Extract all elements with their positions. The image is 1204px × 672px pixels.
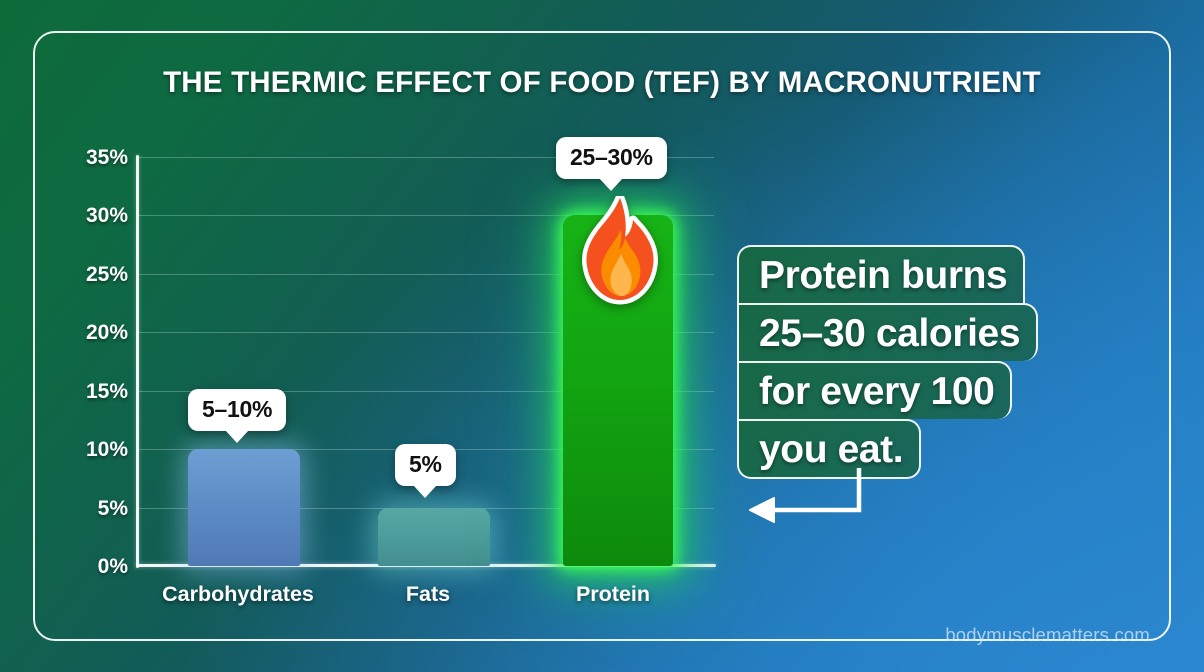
annotation-line-1: Protein burns — [737, 245, 1026, 303]
x-label-fats: Fats — [405, 582, 451, 606]
gridline-20 — [138, 332, 714, 333]
y-tick-30: 30% — [85, 204, 128, 227]
callout-protein: 25–30% — [556, 137, 667, 179]
y-tick-15: 15% — [85, 380, 128, 403]
bar-carbohydrates[interactable] — [188, 449, 300, 566]
gridline-15 — [138, 391, 714, 392]
flame-icon — [582, 196, 658, 305]
elbow-arrow-icon — [749, 468, 862, 523]
x-label-protein: Protein — [575, 582, 651, 606]
y-axis-line — [136, 155, 139, 568]
annotation-line-3: for every 100 — [737, 361, 1013, 419]
annotation-line-4: you eat. — [737, 419, 922, 479]
y-tick-0: 0% — [97, 555, 128, 578]
annotation-callout: Protein burns 25–30 calories for every 1… — [737, 245, 1117, 479]
page-title: THE THERMIC EFFECT OF FOOD (TEF) BY MACR… — [163, 66, 1041, 99]
y-tick-25: 25% — [85, 263, 128, 286]
gridline-25 — [138, 274, 714, 275]
y-tick-10: 10% — [85, 438, 128, 461]
callout-carbohydrates: 5–10% — [188, 389, 287, 431]
y-tick-35: 35% — [85, 146, 128, 169]
bar-fats[interactable] — [378, 507, 490, 566]
y-tick-5: 5% — [97, 497, 128, 520]
y-tick-20: 20% — [85, 321, 128, 344]
callout-fats: 5% — [395, 444, 456, 486]
annotation-line-2: 25–30 calories — [737, 303, 1039, 361]
watermark: bodymusclematters.com — [945, 624, 1150, 645]
x-label-carbohydrates: Carbohydrates — [162, 582, 314, 606]
gridline-35 — [138, 157, 714, 158]
gridline-30 — [138, 215, 714, 216]
